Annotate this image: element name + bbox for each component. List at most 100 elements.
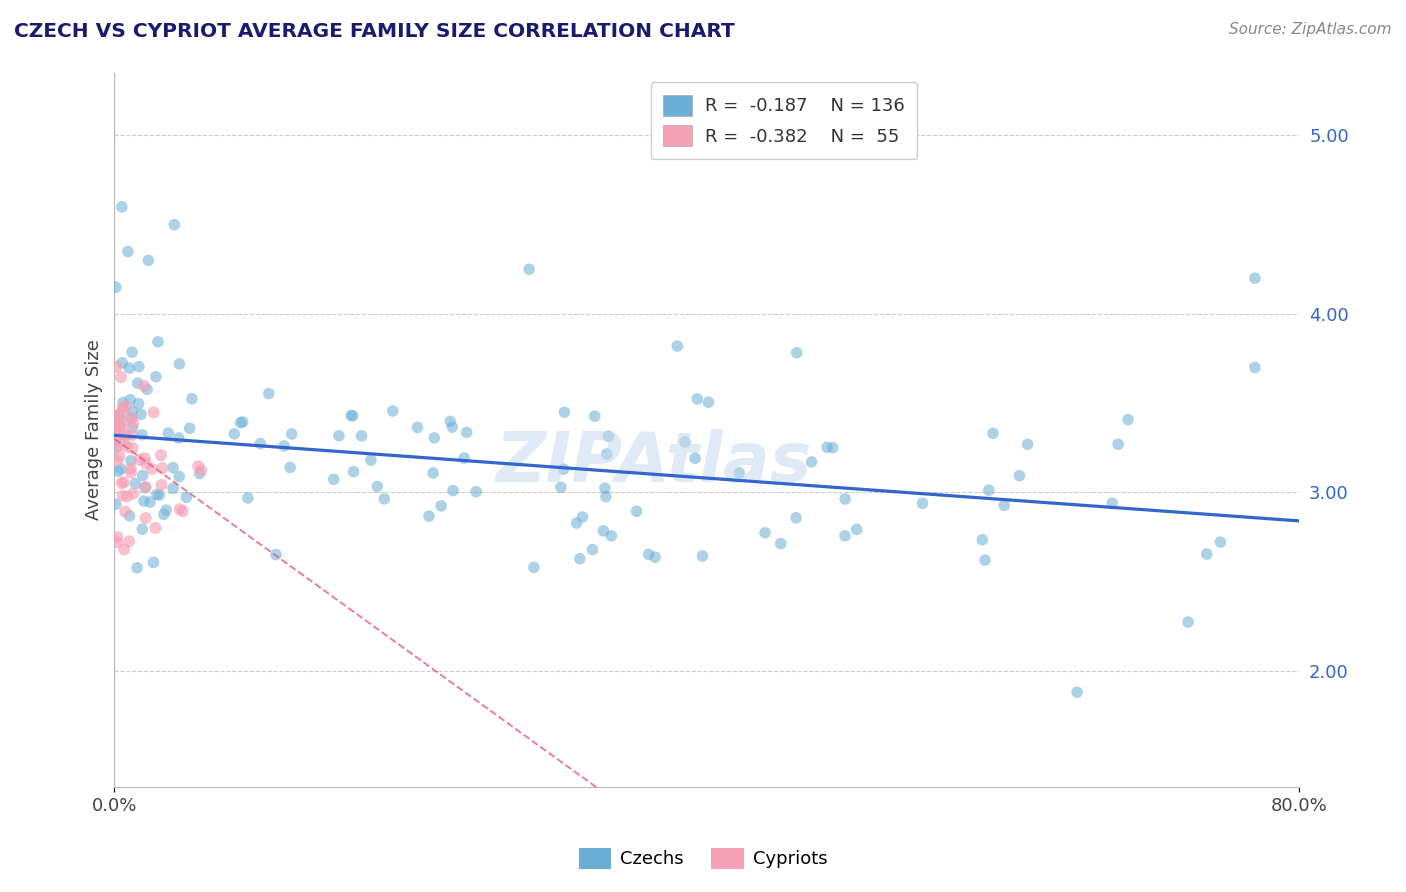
Point	[188, 467, 211, 481]
Point	[176, 491, 198, 505]
Point	[150, 478, 173, 492]
Point	[153, 508, 176, 522]
Point	[264, 548, 287, 562]
Point	[121, 345, 143, 359]
Point	[105, 453, 128, 467]
Legend: Czechs, Cypriots: Czechs, Cypriots	[572, 840, 834, 876]
Point	[666, 339, 689, 353]
Point	[167, 431, 190, 445]
Point	[128, 359, 150, 374]
Point	[373, 491, 395, 506]
Point	[110, 370, 132, 384]
Point	[683, 451, 706, 466]
Point	[120, 466, 142, 480]
Point	[112, 395, 135, 409]
Point	[135, 457, 157, 471]
Point	[120, 461, 142, 475]
Point	[104, 409, 127, 424]
Point	[800, 455, 823, 469]
Point	[453, 451, 475, 466]
Point	[105, 530, 128, 544]
Legend: R =  -0.187    N = 136, R =  -0.382    N =  55: R = -0.187 N = 136, R = -0.382 N = 55	[651, 82, 917, 159]
Point	[911, 496, 934, 510]
Point	[169, 502, 191, 516]
Point	[124, 476, 146, 491]
Point	[993, 499, 1015, 513]
Point	[162, 460, 184, 475]
Point	[104, 497, 127, 511]
Point	[343, 465, 366, 479]
Point	[127, 561, 149, 575]
Point	[104, 426, 127, 441]
Point	[381, 404, 404, 418]
Point	[105, 359, 128, 374]
Point	[697, 395, 720, 409]
Point	[118, 361, 141, 376]
Point	[150, 448, 173, 462]
Point	[121, 441, 143, 455]
Point	[169, 357, 191, 371]
Point	[179, 421, 201, 435]
Point	[1101, 496, 1123, 510]
Point	[785, 510, 807, 524]
Point	[120, 411, 142, 425]
Point	[104, 434, 127, 449]
Point	[110, 462, 132, 476]
Point	[553, 405, 575, 419]
Point	[366, 479, 388, 493]
Point	[112, 542, 135, 557]
Point	[112, 417, 135, 431]
Point	[224, 426, 246, 441]
Point	[107, 464, 129, 478]
Point	[142, 556, 165, 570]
Point	[118, 508, 141, 523]
Point	[118, 534, 141, 549]
Point	[981, 426, 1004, 441]
Point	[122, 417, 145, 431]
Point	[105, 409, 128, 424]
Point	[596, 447, 619, 461]
Point	[134, 451, 156, 466]
Point	[120, 453, 142, 467]
Point	[111, 404, 134, 418]
Text: ZIPAtlas: ZIPAtlas	[495, 428, 811, 496]
Point	[139, 495, 162, 509]
Point	[115, 490, 138, 504]
Point	[974, 553, 997, 567]
Point	[131, 427, 153, 442]
Point	[456, 425, 478, 440]
Point	[132, 494, 155, 508]
Point	[550, 480, 572, 494]
Point	[815, 440, 838, 454]
Point	[157, 425, 180, 440]
Point	[673, 434, 696, 449]
Point	[162, 482, 184, 496]
Point	[152, 461, 174, 475]
Point	[728, 466, 751, 480]
Point	[430, 499, 453, 513]
Point	[110, 418, 132, 433]
Point	[107, 424, 129, 438]
Point	[115, 440, 138, 454]
Point	[350, 429, 373, 443]
Point	[439, 414, 461, 428]
Point	[172, 504, 194, 518]
Point	[592, 524, 614, 538]
Point	[134, 481, 156, 495]
Point	[342, 409, 364, 423]
Point	[108, 449, 131, 463]
Point	[108, 411, 131, 425]
Point	[127, 376, 149, 391]
Point	[107, 439, 129, 453]
Text: Source: ZipAtlas.com: Source: ZipAtlas.com	[1229, 22, 1392, 37]
Point	[595, 490, 617, 504]
Point	[568, 551, 591, 566]
Point	[112, 475, 135, 490]
Point	[1107, 437, 1129, 451]
Point	[581, 542, 603, 557]
Point	[280, 426, 302, 441]
Point	[111, 200, 134, 214]
Point	[1066, 685, 1088, 699]
Point	[598, 429, 620, 443]
Point	[108, 418, 131, 433]
